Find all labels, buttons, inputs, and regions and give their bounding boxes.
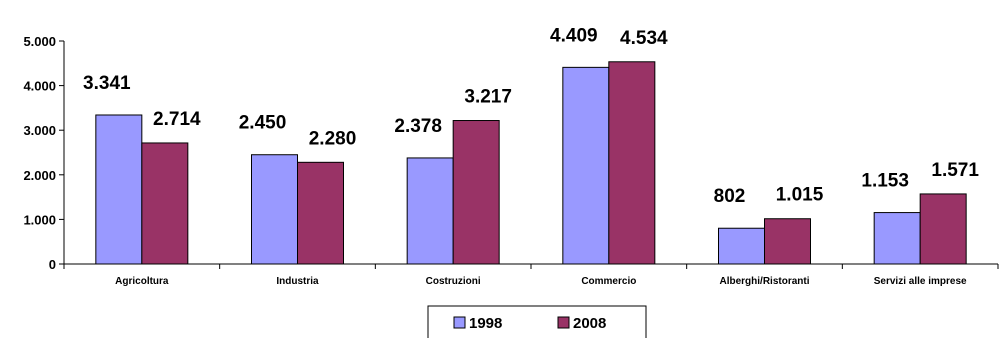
data-label: 3.217 [464, 87, 512, 108]
data-label: 2.378 [394, 116, 442, 137]
data-label: 1.153 [861, 171, 909, 192]
bar-1998-2 [406, 157, 454, 265]
x-category-label: Commercio [581, 276, 636, 287]
y-tick-label: 2.000 [23, 168, 56, 183]
y-tick-label: 1.000 [23, 212, 56, 227]
x-category-label: Agricoltura [115, 276, 169, 287]
bar-1998-4 [718, 227, 765, 265]
y-tick-label: 4.000 [23, 79, 56, 94]
data-label: 3.341 [83, 73, 131, 94]
bar-1998-5 [873, 212, 921, 265]
data-label: 802 [714, 186, 746, 207]
bar-1998-0 [95, 114, 143, 265]
chart-axes: 0 1.000 2.000 3.000 4.000 5.000 Agricoltura Ind… [23, 34, 999, 287]
x-category-label: Industria [276, 276, 319, 287]
chart-data-labels: 3.341 2.714 2.450 2.280 2.378 3.217 4.409 4.534… [83, 25, 979, 207]
x-category-label: Costruzioni [426, 276, 481, 287]
bar-1998-3 [562, 66, 610, 265]
y-tick-label: 5.000 [23, 34, 56, 49]
data-label: 4.409 [550, 25, 598, 46]
legend-swatch-2008 [557, 316, 570, 329]
legend-label-2008: 2008 [573, 315, 606, 332]
bar-2008-5 [919, 193, 967, 265]
legend-label-1998: 1998 [469, 315, 502, 332]
chart-legend: 1998 2008 [427, 305, 647, 338]
data-label: 2.450 [239, 113, 287, 134]
data-label: 2.280 [309, 128, 357, 149]
y-tick-label: 0 [49, 257, 56, 272]
bar-2008-2 [452, 120, 500, 265]
bar-2008-4 [764, 218, 811, 265]
bar-2008-1 [297, 161, 344, 265]
chart-bars [95, 61, 967, 265]
y-tick-label: 3.000 [23, 123, 56, 138]
data-label: 1.571 [931, 160, 979, 181]
data-label: 4.534 [620, 28, 668, 49]
legend-swatch-1998 [453, 316, 466, 329]
data-label: 1.015 [776, 185, 824, 206]
bar-2008-0 [141, 142, 189, 265]
bar-2008-3 [608, 61, 656, 265]
x-category-label: Alberghi/Ristoranti [719, 276, 809, 287]
data-label: 2.714 [153, 109, 201, 130]
bar-1998-1 [251, 154, 298, 265]
x-category-label: Servizi alle imprese [874, 276, 967, 287]
